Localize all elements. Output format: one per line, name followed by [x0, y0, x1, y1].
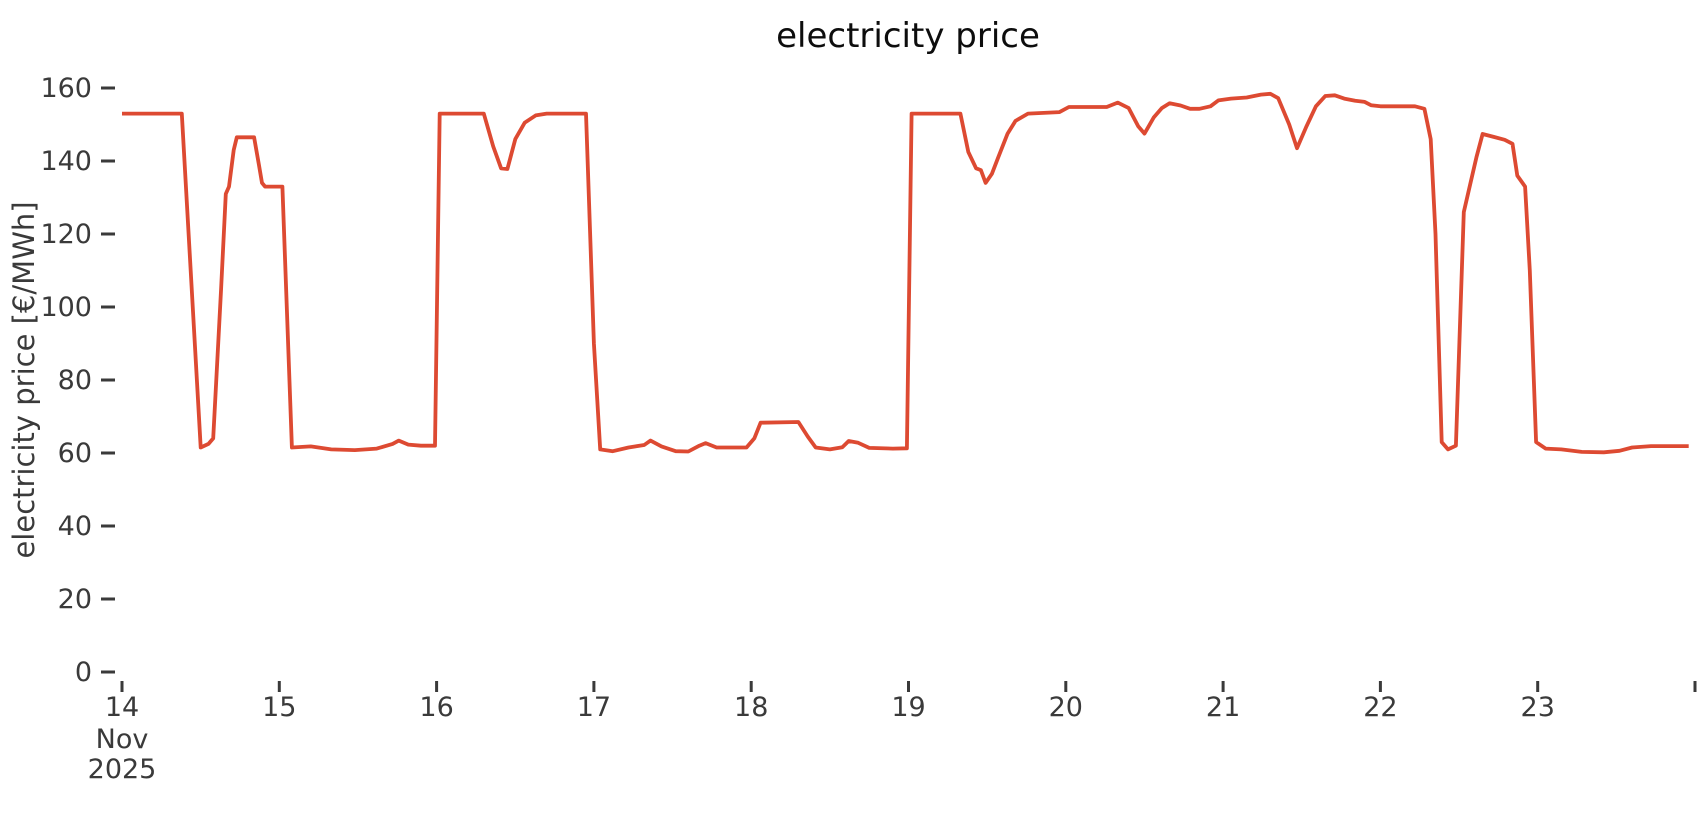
- x-tick-label: 21: [1206, 692, 1240, 723]
- x-axis-sublabel: 2025: [88, 754, 157, 785]
- x-tick-label: 19: [891, 692, 925, 723]
- y-tick-label: 40: [58, 511, 92, 542]
- y-tick-label: 0: [75, 657, 92, 688]
- x-tick-label: 15: [262, 692, 296, 723]
- chart-title: electricity price: [776, 16, 1040, 56]
- x-tick-label: 14: [105, 692, 139, 723]
- y-axis-label: electricity price [€/MWh]: [7, 201, 41, 558]
- y-tick-label: 160: [40, 73, 92, 104]
- x-tick-label: 20: [1049, 692, 1083, 723]
- x-tick-label: 22: [1363, 692, 1397, 723]
- y-tick-label: 60: [58, 438, 92, 469]
- y-tick-label: 100: [40, 292, 92, 323]
- x-tick-label: 23: [1521, 692, 1555, 723]
- y-axis-ticks: 0 20 40 60 80 100 120 140 160: [40, 73, 115, 688]
- price-line-series: [122, 91, 1689, 455]
- y-tick-label: 120: [40, 219, 92, 250]
- x-tick-label: 16: [419, 692, 453, 723]
- y-tick-label: 80: [58, 365, 92, 396]
- x-axis-sublabel: Nov: [96, 724, 149, 755]
- x-tick-label: 17: [577, 692, 611, 723]
- y-tick-label: 20: [58, 584, 92, 615]
- x-tick-label: 18: [734, 692, 768, 723]
- y-tick-label: 140: [40, 146, 92, 177]
